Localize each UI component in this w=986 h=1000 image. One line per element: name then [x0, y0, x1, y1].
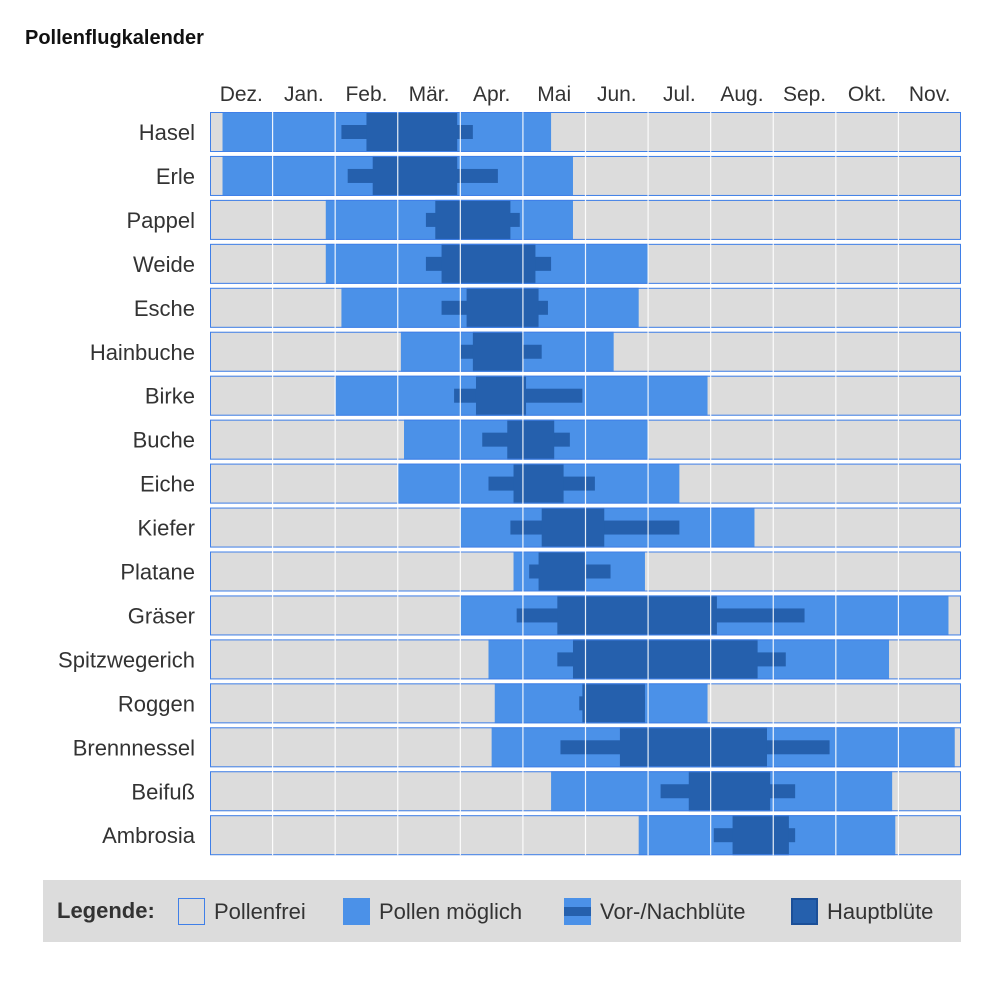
row-label: Kiefer — [138, 516, 195, 541]
legend-swatch-main — [791, 898, 818, 925]
row-weide: Weide — [133, 243, 961, 284]
row-label: Brennnessel — [73, 735, 195, 760]
row-esche: Esche — [134, 287, 961, 328]
row-label: Erle — [156, 164, 195, 189]
bar-hauptbluete — [557, 595, 717, 636]
month-label: Sep. — [783, 83, 826, 106]
bar-hauptbluete — [441, 243, 536, 284]
bar-hauptbluete — [366, 112, 458, 152]
month-label: Jun. — [597, 83, 637, 106]
chart-title: Pollenflugkalender — [25, 27, 204, 49]
month-label: Apr. — [473, 83, 510, 106]
legend-item-pollenfrei: Pollenfrei — [178, 898, 306, 925]
row-platane: Platane — [120, 551, 961, 592]
row-birke: Birke — [145, 375, 961, 416]
row-buche: Buche — [133, 419, 961, 460]
legend-swatch-pre — [564, 898, 591, 925]
row-kiefer: Kiefer — [138, 507, 961, 548]
row-label: Platane — [120, 560, 195, 585]
row-brennnessel: Brennnessel — [73, 727, 961, 768]
row-hasel: Hasel — [139, 112, 961, 152]
row-label: Roggen — [118, 691, 195, 716]
legend-text-free: Pollenfrei — [214, 898, 306, 924]
row-hainbuche: Hainbuche — [90, 331, 961, 372]
month-label: Mai — [537, 83, 571, 106]
row-label: Ambrosia — [102, 823, 196, 848]
row-label: Spitzwegerich — [58, 647, 195, 672]
legend-text-possible: Pollen möglich — [379, 898, 523, 924]
month-label: Mär. — [409, 83, 450, 106]
row-roggen: Roggen — [118, 683, 961, 724]
row-ambrosia: Ambrosia — [102, 815, 961, 856]
row-spitzwegerich: Spitzwegerich — [58, 639, 961, 680]
legend-text-main: Hauptblüte — [827, 898, 934, 924]
bar-hauptbluete — [435, 199, 511, 240]
bar-hauptbluete — [472, 331, 523, 372]
row-label: Esche — [134, 296, 195, 321]
bar-hauptbluete — [619, 727, 767, 768]
legend-item-vor-nachbluete: Vor-/Nachblüte — [564, 898, 746, 925]
bar-hauptbluete — [572, 639, 758, 680]
legend-swatch-possible — [343, 898, 370, 925]
row-label: Buche — [133, 428, 195, 453]
row-label: Weide — [133, 252, 195, 277]
month-label: Okt. — [848, 83, 887, 106]
month-label: Jul. — [663, 83, 696, 106]
bar-hauptbluete — [688, 771, 771, 812]
row-label: Hasel — [139, 120, 195, 145]
row-beifuß: Beifuß — [131, 771, 961, 812]
legend: Legende: Pollenfrei Pollen möglich Vor-/… — [43, 880, 961, 942]
bar-hauptbluete — [732, 815, 789, 856]
row-label: Gräser — [128, 603, 195, 628]
bar-hauptbluete — [372, 155, 458, 196]
bar-hauptbluete — [466, 287, 539, 328]
bar-hauptbluete — [475, 375, 527, 416]
month-label: Nov. — [909, 83, 951, 106]
month-label: Aug. — [720, 83, 763, 106]
legend-label: Legende: — [57, 898, 155, 923]
bar-hauptbluete — [541, 507, 605, 548]
month-label: Jan. — [284, 83, 324, 106]
row-label: Birke — [145, 384, 195, 409]
row-label: Eiche — [140, 472, 195, 497]
calendar-rows: Hasel Erle Pappel Weide Esche Hainbuche Birke B… — [58, 112, 961, 856]
legend-swatch-free — [178, 898, 205, 925]
legend-item-hauptbluete: Hauptblüte — [791, 898, 933, 925]
row-erle: Erle — [156, 155, 961, 196]
month-gridlines — [271, 112, 900, 856]
pollen-calendar-chart: Dez. Jan. Feb. Mär. Apr. Mai Jun. Jul. Aug. Sep. O… — [58, 83, 961, 856]
bar-hauptbluete — [582, 683, 645, 724]
row-label: Beifuß — [131, 779, 195, 804]
row-label: Pappel — [126, 208, 195, 233]
bar-hauptbluete — [538, 551, 586, 592]
row-eiche: Eiche — [140, 463, 961, 504]
month-label: Feb. — [345, 83, 387, 106]
month-labels: Dez. Jan. Feb. Mär. Apr. Mai Jun. Jul. Aug. Sep. O… — [220, 83, 951, 106]
legend-text-pre: Vor-/Nachblüte — [600, 898, 746, 924]
month-label: Dez. — [220, 83, 263, 106]
bar-hauptbluete — [513, 463, 564, 504]
row-label: Hainbuche — [90, 340, 195, 365]
bar-hauptbluete — [507, 419, 555, 460]
legend-item-pollen-moeglich: Pollen möglich — [343, 898, 522, 925]
